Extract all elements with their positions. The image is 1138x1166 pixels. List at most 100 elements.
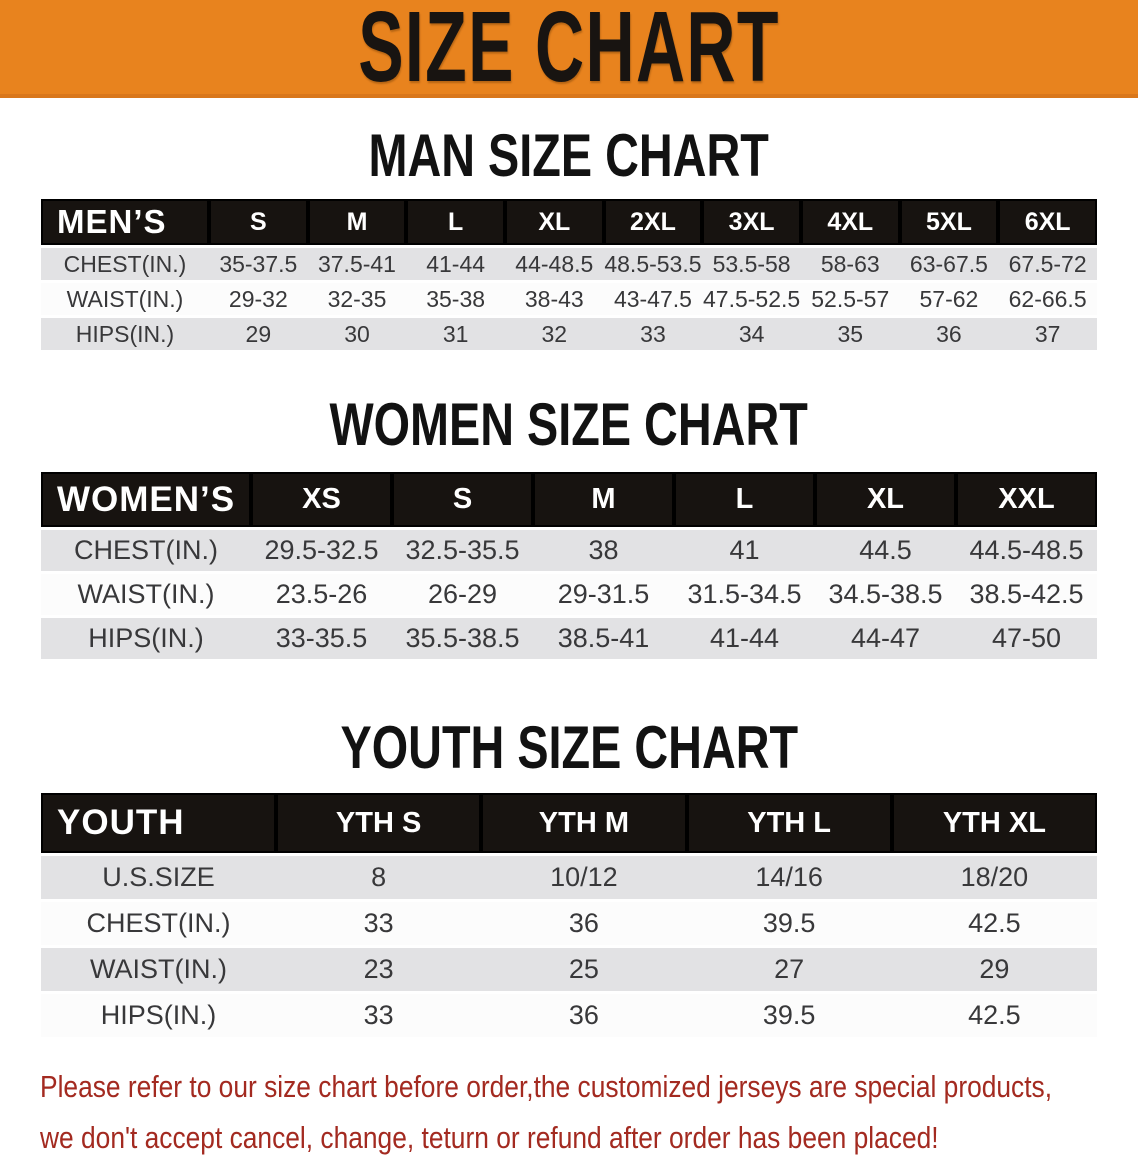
size-column-header: 6XL (998, 199, 1097, 245)
measurement-row: HIPS(IN.) 33-35.5 35.5-38.5 38.5-41 41-44 44-… (41, 618, 1097, 659)
measurement-row: CHEST(IN.) 33 36 39.5 42.5 (41, 902, 1097, 945)
women-size-chart-section: WOMEN SIZE CHART WOMEN’S XS S M L XL XXL CHEST(… (0, 393, 1138, 662)
disclaimer-line-2: we don't accept cancel, change, teturn o… (40, 1115, 1138, 1166)
size-value-cell: 63-67.5 (909, 250, 988, 277)
size-value-cell: 34 (738, 320, 765, 347)
table-header-label: YOUTH (41, 793, 276, 853)
size-column-header: S (392, 472, 533, 527)
size-value-cell: 38-43 (524, 285, 584, 312)
man-section-heading: MAN SIZE CHART (0, 124, 1138, 188)
table-header-label: WOMEN’S (41, 472, 251, 527)
size-value-cell: 37 (1034, 320, 1061, 347)
youth-section-heading-text: YOUTH SIZE CHART (340, 714, 798, 781)
size-value-cell: 33 (363, 908, 394, 938)
size-value-cell: 31 (442, 320, 469, 347)
size-value-cell: 34.5-38.5 (828, 579, 943, 609)
size-value-cell: 43-47.5 (613, 285, 692, 312)
size-value-cell: 38 (588, 535, 619, 565)
size-value-cell: 10/12 (550, 862, 618, 892)
banner: SIZE CHART (0, 0, 1138, 98)
size-column-header: 2XL (604, 199, 703, 245)
disclaimer: Please refer to our size chart before or… (40, 1064, 1138, 1166)
measurement-row: HIPS(IN.) 29 30 31 32 33 34 35 36 37 (41, 318, 1097, 350)
size-value-cell: 23.5-26 (275, 579, 368, 609)
size-value-cell: 35-38 (426, 285, 486, 312)
youth-section-heading: YOUTH SIZE CHART (0, 716, 1138, 780)
size-column-header: M (308, 199, 407, 245)
size-column-header: 3XL (702, 199, 801, 245)
size-value-cell: 32.5-35.5 (405, 535, 520, 565)
measurement-row-label: CHEST(IN.) (74, 535, 218, 565)
measurement-row: CHEST(IN.) 29.5-32.5 32.5-35.5 38 41 44.5 44.5… (41, 530, 1097, 571)
size-value-cell: 53.5-58 (712, 250, 791, 277)
size-value-cell: 29 (979, 954, 1010, 984)
size-value-cell: 62-66.5 (1008, 285, 1087, 312)
size-value-cell: 47.5-52.5 (703, 285, 801, 312)
size-value-cell: 33 (640, 320, 666, 347)
size-value-cell: 14/16 (755, 862, 823, 892)
size-value-cell: 25 (568, 954, 599, 984)
size-value-cell: 35 (837, 320, 864, 347)
measurement-row-label: CHEST(IN.) (86, 908, 231, 938)
size-value-cell: 18/20 (960, 862, 1029, 892)
size-value-cell: 38.5-42.5 (969, 579, 1084, 609)
size-value-cell: 27 (774, 954, 805, 984)
youth-size-table: YOUTH YTH S YTH M YTH L YTH XL U.S.SIZE 8 10/12… (41, 790, 1097, 1040)
size-value-cell: 23 (363, 954, 394, 984)
size-value-cell: 41-44 (709, 623, 780, 653)
size-value-cell: 44-48.5 (515, 250, 594, 277)
size-value-cell: 58-63 (820, 250, 880, 277)
youth-size-chart-section: YOUTH SIZE CHART YOUTH YTH S YTH M YTH L YTH… (0, 716, 1138, 1040)
size-value-cell: 29-31.5 (557, 579, 650, 609)
women-section-heading: WOMEN SIZE CHART (0, 393, 1138, 457)
size-value-cell: 48.5-53.5 (604, 250, 702, 277)
size-value-cell: 29-32 (228, 285, 288, 312)
size-column-header: 5XL (900, 199, 999, 245)
size-column-header: XXL (956, 472, 1097, 527)
measurement-row-label: WAIST(IN.) (90, 954, 227, 984)
measurement-row: CHEST(IN.) 35-37.5 37.5-41 41-44 44-48.5 48.5… (41, 248, 1097, 280)
measurement-row: WAIST(IN.) 23.5-26 26-29 29-31.5 31.5-34.5 34… (41, 574, 1097, 615)
size-column-header: YTH M (481, 793, 686, 853)
size-value-cell: 26-29 (427, 579, 498, 609)
size-column-header: XL (815, 472, 956, 527)
men-size-table: MEN’S S M L XL 2XL 3XL 4XL 5XL 6XL CHEST(IN.) 35-37… (41, 196, 1097, 353)
size-value-cell: 8 (371, 862, 387, 892)
size-value-cell: 32-35 (327, 285, 387, 312)
size-value-cell: 67.5-72 (1008, 250, 1087, 277)
size-column-header: XS (251, 472, 392, 527)
table-header-row: YOUTH YTH S YTH M YTH L YTH XL (41, 793, 1097, 853)
table-header-row: MEN’S S M L XL 2XL 3XL 4XL 5XL 6XL (41, 199, 1097, 245)
size-value-cell: 38.5-41 (557, 623, 650, 653)
disclaimer-line-1-text: Please refer to our size chart before or… (40, 1069, 1053, 1104)
size-value-cell: 57-62 (919, 285, 979, 312)
measurement-row: U.S.SIZE 8 10/12 14/16 18/20 (41, 856, 1097, 899)
page-title: SIZE CHART (259, 0, 879, 103)
size-value-cell: 33-35.5 (275, 623, 368, 653)
women-section-heading-text: WOMEN SIZE CHART (329, 391, 809, 458)
measurement-row: WAIST(IN.) 29-32 32-35 35-38 38-43 43-47.5 47.… (41, 283, 1097, 315)
size-value-cell: 35-37.5 (219, 250, 298, 277)
man-size-chart-section: MAN SIZE CHART MEN’S S M L XL 2XL 3XL 4XL 5XL 6XL… (0, 124, 1138, 353)
measurement-row: HIPS(IN.) 33 36 39.5 42.5 (41, 994, 1097, 1037)
size-column-header: M (533, 472, 674, 527)
disclaimer-line-2-text: we don't accept cancel, change, teturn o… (40, 1120, 939, 1155)
size-table: YOUTH YTH S YTH M YTH L YTH XL U.S.SIZE 8 10/12… (41, 790, 1097, 1040)
size-value-cell: 35.5-38.5 (405, 623, 520, 653)
page-title-text: SIZE CHART (358, 0, 780, 103)
table-header-label: MEN’S (41, 199, 209, 245)
size-value-cell: 41 (729, 535, 760, 565)
size-column-header: YTH L (687, 793, 892, 853)
size-value-cell: 29 (245, 320, 272, 347)
size-column-header: XL (505, 199, 604, 245)
size-value-cell: 41-44 (426, 250, 486, 277)
measurement-row-label: U.S.SIZE (102, 862, 215, 892)
measurement-row-label: WAIST(IN.) (66, 285, 184, 312)
disclaimer-line-1: Please refer to our size chart before or… (40, 1064, 1138, 1115)
size-value-cell: 36 (568, 1000, 599, 1030)
measurement-row-label: WAIST(IN.) (77, 579, 215, 609)
table-header-row: WOMEN’S XS S M L XL XXL (41, 472, 1097, 527)
size-table: MEN’S S M L XL 2XL 3XL 4XL 5XL 6XL CHEST(IN.) 35-37… (41, 196, 1097, 353)
size-column-header: L (674, 472, 815, 527)
